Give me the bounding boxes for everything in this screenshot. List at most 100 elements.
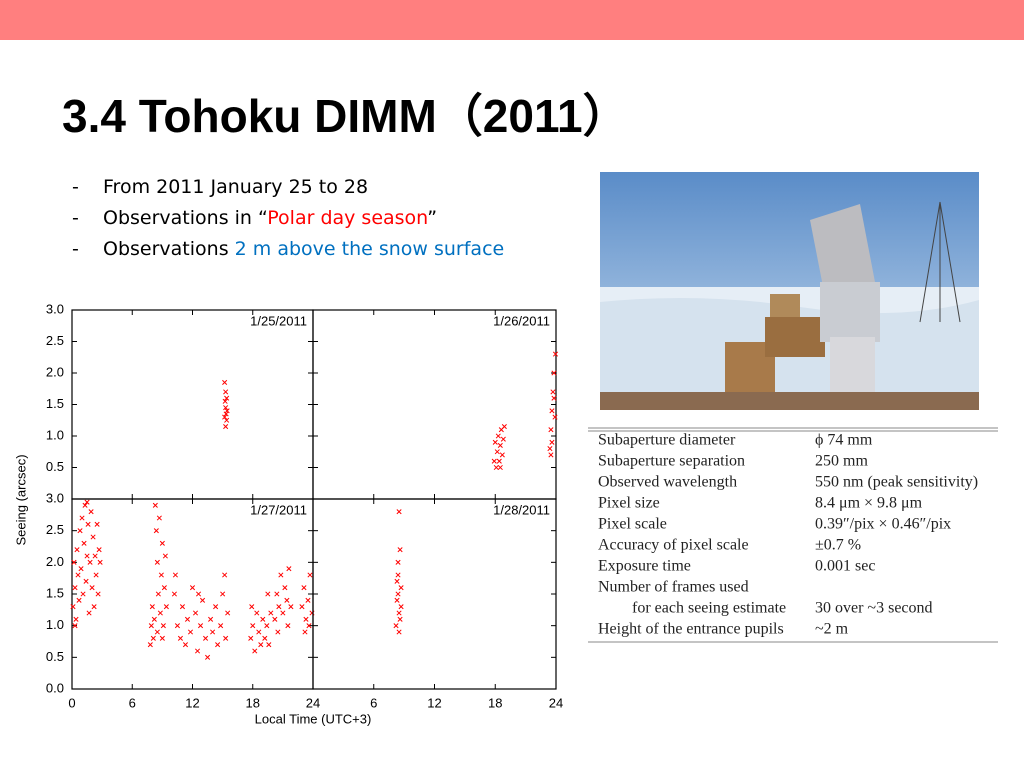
data-point bbox=[147, 642, 153, 648]
data-point bbox=[222, 572, 228, 578]
data-point bbox=[161, 585, 167, 591]
data-point bbox=[223, 389, 229, 395]
data-point bbox=[84, 553, 90, 559]
data-point bbox=[158, 572, 164, 578]
data-point bbox=[225, 610, 231, 616]
data-point bbox=[222, 379, 228, 386]
row-value: 250 mm bbox=[815, 453, 868, 470]
x-tick-label: 18 bbox=[488, 695, 502, 710]
data-point bbox=[252, 648, 258, 654]
slide-title: 3.4 Tohoku DIMM（2011） bbox=[62, 90, 629, 142]
seeing-chart: Seeing (arcsec) Local Time (UTC+3) 0.5 1.… bbox=[13, 301, 563, 726]
data-point bbox=[222, 414, 228, 420]
data-point bbox=[393, 623, 399, 629]
row-label: Pixel scale bbox=[598, 516, 667, 533]
data-point bbox=[81, 540, 87, 546]
bullet-text: Observations bbox=[103, 238, 235, 260]
data-point bbox=[492, 439, 498, 445]
data-point bbox=[160, 623, 166, 629]
x-tick-label: 24 bbox=[306, 695, 320, 710]
data-point bbox=[213, 604, 219, 610]
data-point bbox=[187, 629, 194, 635]
data-point bbox=[95, 591, 101, 597]
data-point bbox=[224, 395, 230, 401]
data-point bbox=[396, 509, 402, 515]
photo bbox=[600, 172, 979, 410]
data-point bbox=[85, 521, 91, 527]
data-point bbox=[491, 458, 497, 464]
data-point bbox=[285, 623, 291, 629]
x-tick-label: 6 bbox=[370, 695, 377, 710]
data-point bbox=[275, 629, 281, 635]
data-point bbox=[395, 559, 401, 565]
data-point bbox=[282, 585, 288, 591]
data-point bbox=[265, 591, 271, 597]
row-label: Subaperture diameter bbox=[598, 432, 736, 449]
y-tick-label: 0.0 bbox=[46, 680, 64, 695]
y-tick-label: 2.5 bbox=[46, 333, 64, 348]
row-label: Exposure time bbox=[598, 558, 691, 575]
data-point bbox=[548, 452, 554, 458]
data-point bbox=[493, 464, 499, 471]
row-value: ~2 m bbox=[815, 621, 849, 638]
data-point bbox=[152, 502, 158, 508]
data-point bbox=[174, 623, 180, 629]
data-point bbox=[398, 585, 404, 591]
bullet: Observations in “Polar day season” bbox=[72, 207, 504, 238]
y-tick-label: 1.0 bbox=[46, 427, 64, 442]
x-tick-label: 24 bbox=[549, 695, 563, 710]
panel-label: 1/25/2011 bbox=[250, 313, 307, 328]
data-point bbox=[266, 642, 272, 648]
data-point bbox=[72, 623, 78, 629]
panel-frame bbox=[71, 309, 314, 500]
data-point bbox=[224, 408, 230, 414]
x-tick-label: 12 bbox=[427, 695, 441, 710]
data-point bbox=[499, 452, 505, 458]
row-label: Observed wavelength bbox=[598, 474, 737, 491]
data-point bbox=[157, 610, 163, 616]
data-point bbox=[224, 417, 230, 423]
data-point bbox=[258, 642, 264, 648]
data-point bbox=[179, 604, 186, 610]
data-point bbox=[551, 370, 557, 376]
panel-label: 1/28/2011 bbox=[493, 502, 550, 517]
row-value: ±0.7 % bbox=[815, 537, 861, 554]
x-axis-label: Local Time (UTC+3) bbox=[255, 711, 372, 726]
x-tick-label: 6 bbox=[129, 695, 136, 710]
data-point bbox=[398, 604, 404, 610]
data-point bbox=[495, 433, 501, 439]
row-sublabel: for each seeing estimate bbox=[632, 600, 786, 617]
data-point bbox=[496, 458, 502, 464]
data-point bbox=[192, 610, 199, 616]
data-point bbox=[163, 604, 169, 610]
data-point bbox=[299, 604, 305, 610]
data-point bbox=[156, 515, 162, 521]
data-point bbox=[249, 604, 255, 610]
data-point bbox=[149, 604, 155, 610]
data-point bbox=[210, 629, 216, 635]
data-point bbox=[92, 553, 98, 559]
data-point bbox=[86, 610, 92, 616]
data-point bbox=[78, 566, 84, 572]
data-point bbox=[494, 449, 500, 455]
bullet: Observations 2 m above the snow surface bbox=[72, 238, 504, 269]
y-tick-label: 1.0 bbox=[46, 617, 64, 632]
data-point bbox=[305, 597, 311, 603]
data-point bbox=[197, 623, 204, 629]
data-point bbox=[159, 540, 165, 546]
data-point bbox=[162, 553, 168, 559]
highlight-text: Polar day season bbox=[267, 207, 428, 229]
row-label: Subaperture separation bbox=[598, 453, 745, 470]
row-value: 550 nm (peak sensitivity) bbox=[815, 474, 978, 491]
row-label: Pixel size bbox=[598, 495, 660, 512]
data-point bbox=[394, 578, 400, 584]
x-tick-label: 0 bbox=[68, 695, 75, 710]
data-point bbox=[274, 591, 280, 597]
data-point bbox=[89, 585, 95, 591]
bullet-text: Observations in “ bbox=[103, 207, 268, 229]
data-point bbox=[159, 635, 165, 641]
data-point bbox=[395, 572, 401, 578]
y-axis-label: Seeing (arcsec) bbox=[13, 454, 28, 545]
data-point bbox=[218, 623, 224, 629]
data-point bbox=[97, 559, 103, 565]
